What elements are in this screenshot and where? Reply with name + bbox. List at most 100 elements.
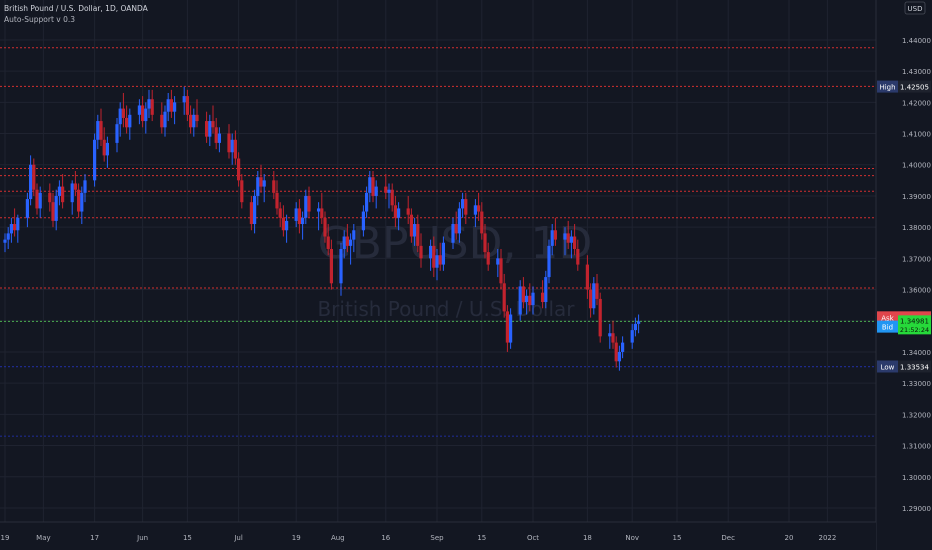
candle [477,192,481,221]
candle-body [93,139,97,181]
candle [233,130,237,165]
candle-body [304,195,308,218]
candle [83,174,87,203]
candle-body [326,236,330,249]
candle-body [3,239,7,243]
candle [115,117,119,153]
candle [486,242,490,271]
candle [297,199,301,234]
candle [205,111,209,143]
candle-body [441,242,445,265]
candle-body [592,283,596,309]
candle-body [505,311,509,343]
candle-body [128,114,132,128]
candle [406,195,410,225]
candle [573,224,577,256]
candle [576,239,580,271]
price-tick-label: 1.32000 [902,411,931,419]
candle [393,195,397,228]
candle [473,199,477,228]
candle [61,174,65,209]
candle-body [531,292,535,306]
candle [166,92,170,122]
candle-body [147,99,151,109]
candle [214,117,218,150]
candle-body [102,139,106,156]
candle [77,183,81,218]
ask-tag-label: Ask [881,314,894,322]
candle [521,277,525,309]
candle [128,108,132,140]
candle [211,105,215,134]
candle-body [566,233,570,243]
candle-body [614,342,618,362]
candle-body [301,217,305,225]
candle-body [409,214,413,237]
candle-body [163,111,167,128]
price-tick-label: 1.44000 [902,37,931,45]
candle-body [275,192,279,209]
candle [125,105,129,134]
candle-body [528,295,532,306]
time-tick-label: 2022 [818,534,836,542]
candle-body [317,208,321,212]
candle-body [499,258,503,284]
candle-body [349,239,353,246]
candle [464,192,468,225]
time-tick-label: 17 [90,534,99,542]
candle-body [272,180,276,193]
candle [57,180,61,206]
candle-body [211,121,215,128]
candle-body [525,295,529,303]
candle [99,108,103,147]
indicator-label[interactable]: Auto-Support v 0.3 [4,15,76,24]
candle-body [208,121,212,137]
candle-body [387,189,391,193]
time-tick-label: Dec [721,534,735,542]
candle [262,174,266,203]
candle [217,127,221,153]
candle-body [502,283,506,312]
candle [137,99,141,125]
currency-badge [904,1,926,15]
candle [637,314,641,334]
candle [141,96,145,128]
time-tick-label: 18 [583,534,592,542]
candle [633,317,637,337]
candle-body [416,224,420,246]
candle-body [217,133,221,143]
candle [525,289,529,315]
candle [326,224,330,256]
candle-body [390,189,394,206]
candle-body [307,195,311,212]
candle-body [486,252,490,265]
time-tick-label: Jun [136,534,148,542]
bar-countdown: 21:52:24 [900,326,929,334]
candle [253,189,257,234]
candle [185,89,189,122]
candle-body [205,121,209,137]
candle [595,273,599,306]
candle [51,192,55,228]
candle [371,170,375,203]
candle [345,224,349,253]
chart-title[interactable]: British Pound / U.S. Dollar, 1D, OANDA [4,4,148,13]
candle [272,170,276,200]
candle [294,202,298,228]
candle [144,102,148,134]
candle-body [621,342,625,352]
candle-body [166,99,170,112]
candle [541,280,545,309]
candle [451,217,455,249]
candle [499,248,503,290]
price-tick-label: 1.30000 [902,474,931,482]
candle [416,214,420,253]
candle-body [345,236,349,246]
candle-body [278,208,282,218]
price-tick-label: 1.33000 [902,380,931,388]
candle-body [329,248,333,284]
candle [118,102,122,137]
candle-body [297,208,301,225]
candle [409,208,413,243]
